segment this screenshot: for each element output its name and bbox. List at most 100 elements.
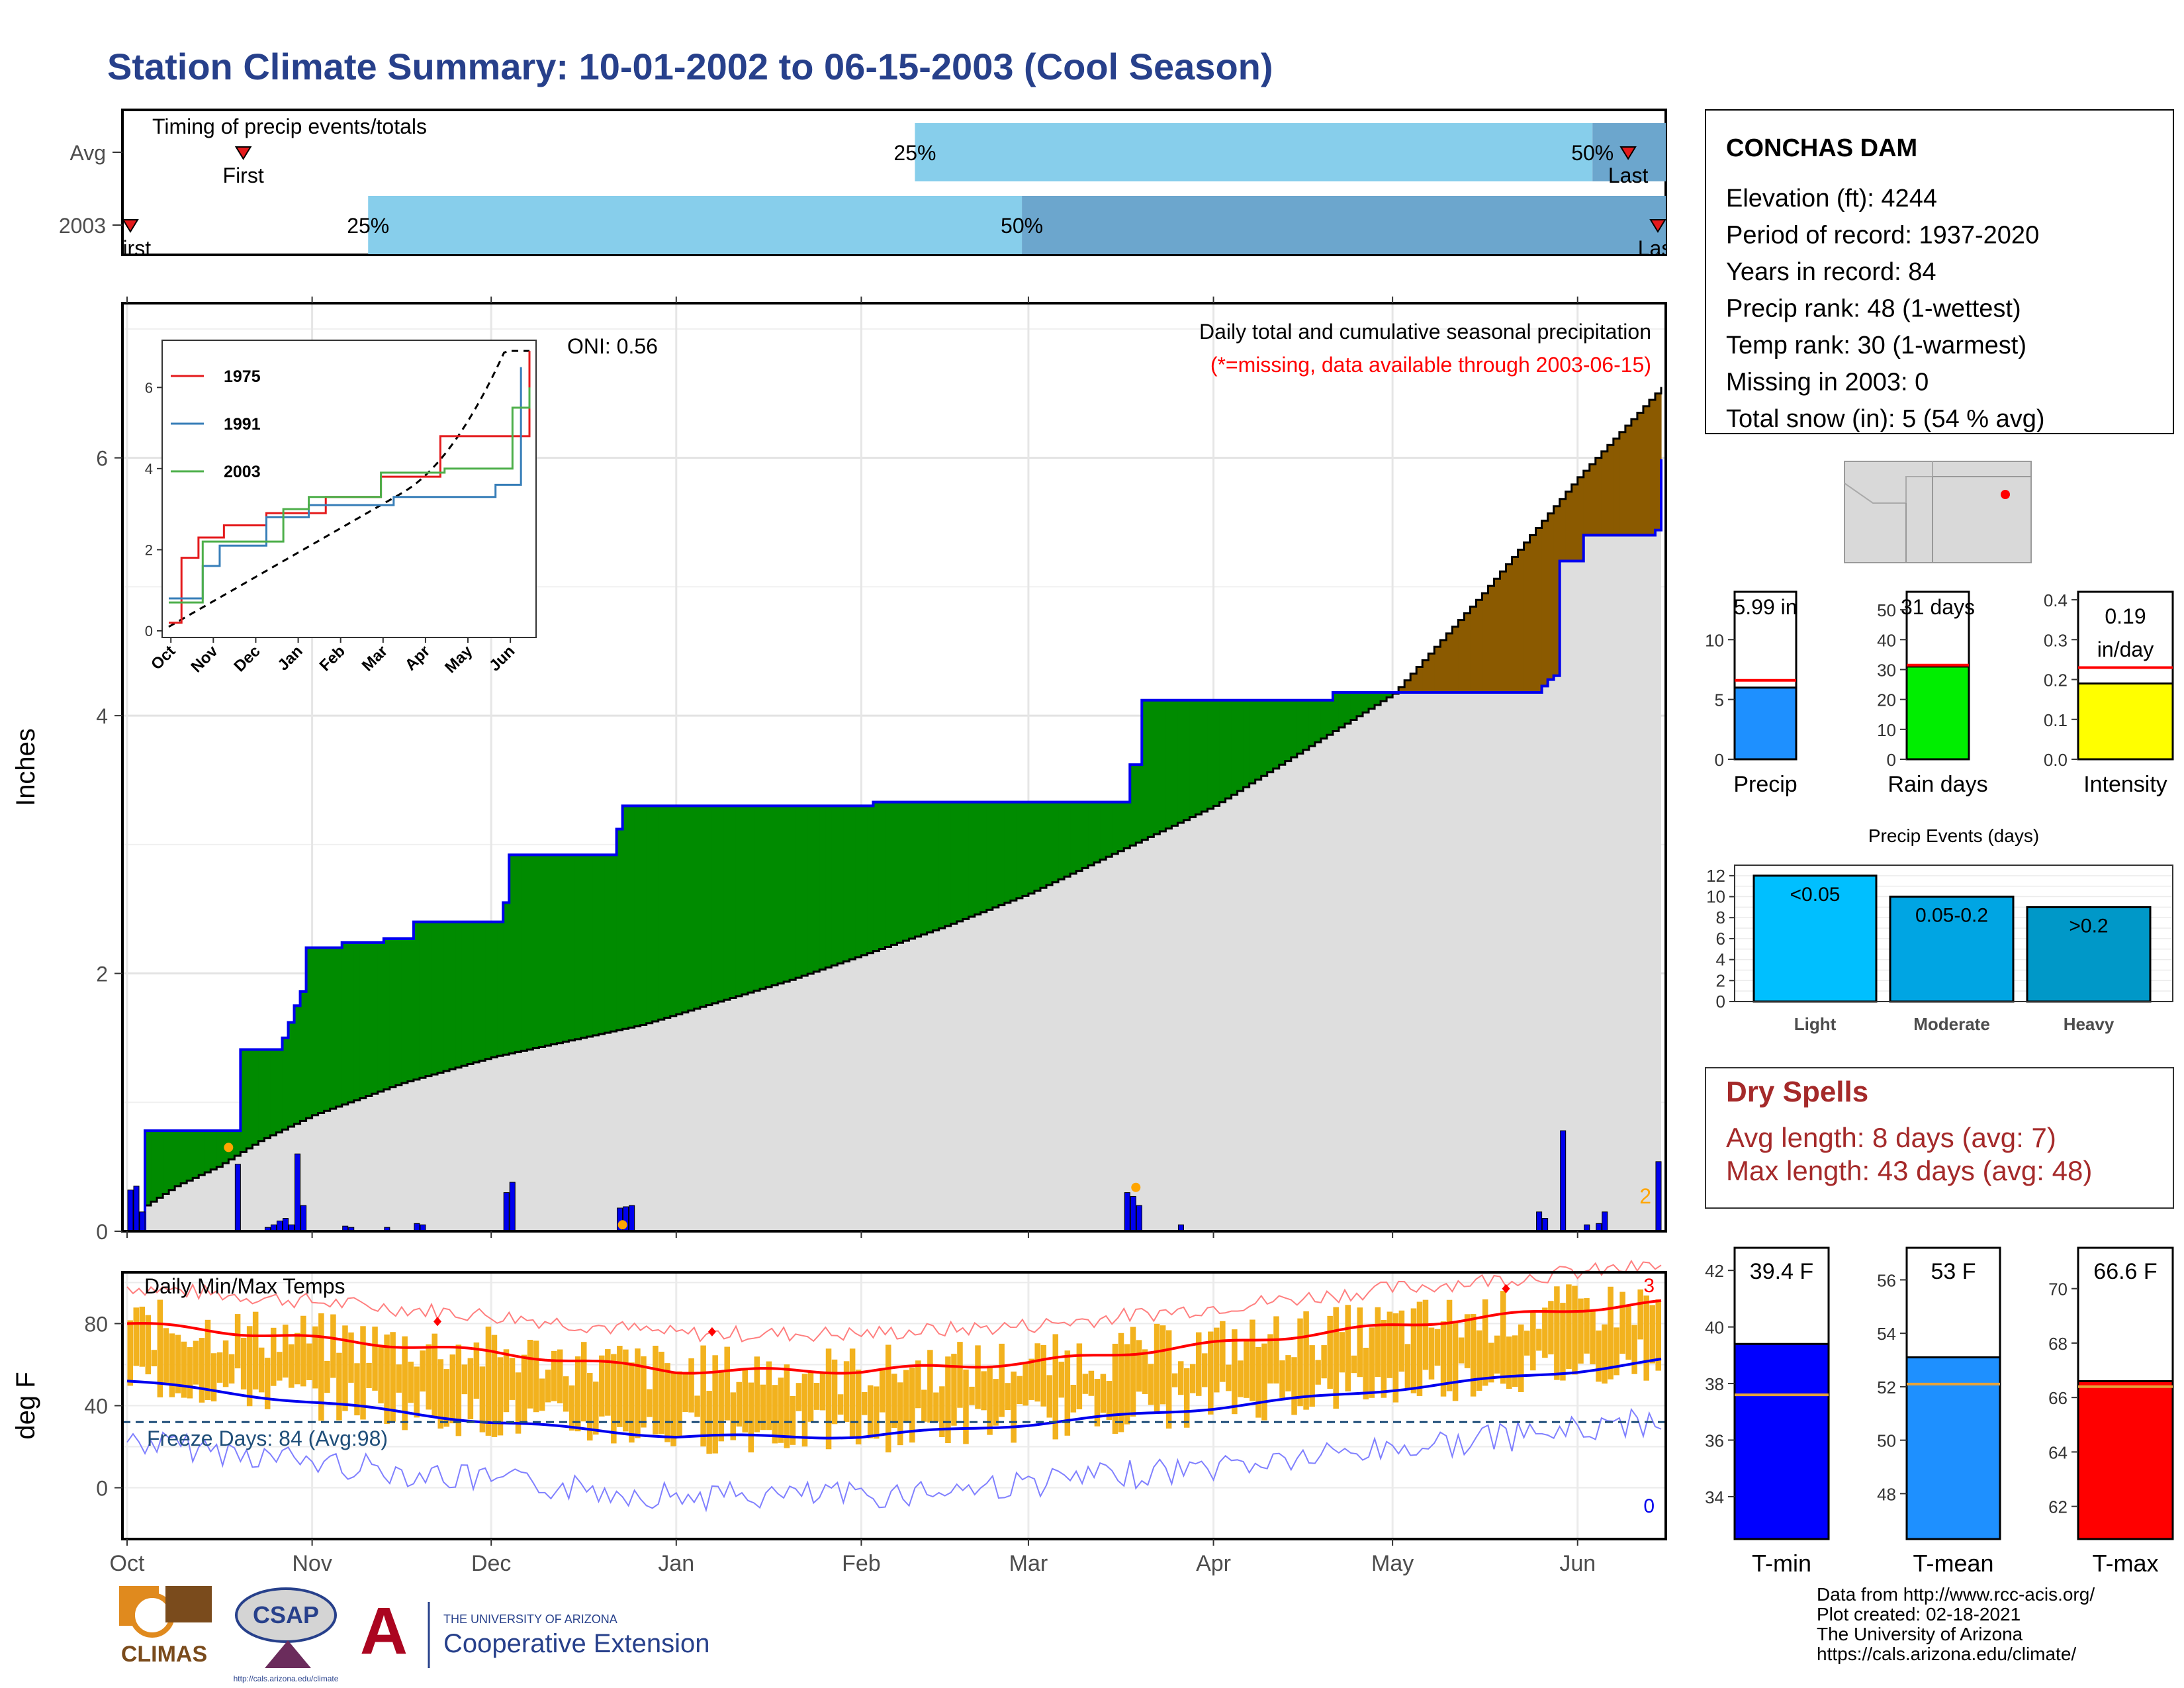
above-average-departure — [401, 938, 408, 1084]
daily-temp-bar — [1381, 1320, 1387, 1398]
daily-temp-bar — [1488, 1342, 1494, 1383]
above-average-departure — [288, 1022, 295, 1127]
above-average-departure — [437, 921, 444, 1073]
daily-temp-bar — [1261, 1343, 1267, 1421]
below-average-departure — [1500, 571, 1507, 693]
above-average-departure — [1076, 802, 1083, 871]
above-average-departure — [264, 1049, 271, 1139]
record-marker — [707, 1327, 716, 1336]
daily-temp-bar — [1118, 1333, 1124, 1432]
daily-temp-bar — [1160, 1325, 1166, 1405]
last-event-label: Last — [1638, 236, 1678, 260]
first-event-label: First — [110, 236, 151, 260]
above-average-departure — [867, 806, 874, 953]
above-average-departure — [551, 855, 558, 1045]
dry-spells-line: Avg length: 8 days (avg: 7) — [1726, 1122, 2056, 1153]
daily-temp-bar — [390, 1332, 396, 1422]
inset-month-label: Apr — [402, 642, 433, 674]
daily-temp-bar — [396, 1364, 402, 1393]
daily-temp-bar — [1482, 1299, 1488, 1386]
above-average-departure — [1124, 802, 1130, 849]
inset-legend-label: 2003 — [224, 463, 261, 481]
above-average-departure — [754, 806, 760, 991]
above-average-departure — [586, 855, 594, 1037]
daily-temp-bar — [903, 1370, 909, 1422]
daily-temp-bar — [1088, 1370, 1095, 1396]
inset-month-label: Jan — [274, 642, 306, 674]
missing-note: (*=missing, data available through 2003-… — [1210, 353, 1651, 377]
climas-logo-block — [165, 1586, 212, 1622]
below-average-departure — [1535, 528, 1543, 693]
above-average-departure — [658, 806, 665, 1020]
above-average-departure — [1088, 802, 1095, 866]
daily-temp-bar — [736, 1382, 743, 1427]
below-average-departure — [1565, 491, 1572, 561]
above-average-departure — [187, 1131, 193, 1181]
above-average-departure — [324, 947, 331, 1111]
daily-temp-bar — [784, 1364, 790, 1448]
daily-temp-bar — [449, 1354, 456, 1424]
temp-bar-ytick-label: 34 — [1705, 1487, 1724, 1507]
above-average-departure — [425, 921, 432, 1076]
above-average-departure — [897, 802, 904, 943]
daily-temp-bar — [1303, 1311, 1309, 1410]
above-average-departure — [1201, 700, 1208, 812]
above-average-departure — [813, 806, 820, 972]
daily-temp-bar — [1476, 1330, 1482, 1391]
above-average-departure — [1320, 700, 1328, 739]
daily-precip-bar — [1542, 1218, 1549, 1232]
above-average-departure — [1243, 700, 1250, 788]
event-bar-Heavy — [2026, 906, 2152, 1003]
above-average-departure — [1160, 700, 1166, 831]
daily-temp-bar — [1542, 1307, 1548, 1358]
daily-temp-bar — [617, 1346, 623, 1427]
above-average-departure — [395, 938, 402, 1086]
daily-temp-bar — [372, 1327, 378, 1391]
daily-temp-bar — [1208, 1331, 1214, 1415]
above-average-departure — [312, 947, 319, 1115]
temp-bar-ytick-label: 50 — [1877, 1431, 1896, 1451]
inset-ytick-label: 6 — [145, 379, 153, 396]
above-average-departure — [533, 855, 539, 1049]
timing-bar-q50-q75 — [1022, 196, 1666, 254]
daily-temp-bar — [384, 1335, 390, 1425]
above-average-departure — [151, 1131, 158, 1202]
daily-temp-bar — [574, 1356, 581, 1432]
above-average-departure — [1273, 700, 1280, 769]
daily-temp-bar — [694, 1395, 700, 1417]
daily-temp-bar — [807, 1372, 814, 1422]
above-average-departure — [306, 947, 313, 1119]
daily-temp-bar — [1434, 1329, 1441, 1366]
above-average-departure — [933, 802, 940, 931]
temp-bar-ytick-label: 68 — [2048, 1334, 2068, 1354]
inset-average-line — [168, 350, 529, 628]
precip-y-axis-label: Inches — [11, 728, 40, 806]
daily-temp-bar — [599, 1355, 605, 1417]
daily-temp-bar — [515, 1372, 522, 1434]
daily-temp-bar — [909, 1367, 915, 1443]
below-average-departure — [1547, 513, 1555, 680]
daily-temp-bar — [252, 1311, 259, 1390]
daily-temp-bar — [1584, 1298, 1590, 1354]
daily-temp-bar — [1655, 1299, 1661, 1371]
below-average-departure — [1655, 393, 1662, 530]
daily-temp-bar — [491, 1335, 498, 1437]
daily-temp-bar — [1649, 1305, 1655, 1364]
precip-subtitle: Daily total and cumulative seasonal prec… — [1199, 320, 1651, 344]
daily-temp-bar — [1250, 1319, 1255, 1401]
precip-ytick-label: 6 — [96, 447, 108, 471]
daily-temp-bar — [760, 1384, 766, 1430]
daily-temp-bar — [766, 1361, 772, 1430]
above-average-departure — [580, 855, 588, 1038]
daily-temp-bar — [664, 1363, 670, 1442]
daily-temp-bar — [939, 1386, 945, 1438]
record-high-line — [126, 1259, 1662, 1342]
above-average-departure — [807, 806, 814, 974]
above-average-departure — [300, 991, 307, 1121]
daily-temp-bar — [951, 1354, 957, 1426]
above-average-departure — [891, 802, 898, 945]
daily-temp-bar — [1148, 1364, 1154, 1405]
daily-temp-bar — [593, 1382, 599, 1435]
daily-temp-bar — [270, 1327, 277, 1386]
